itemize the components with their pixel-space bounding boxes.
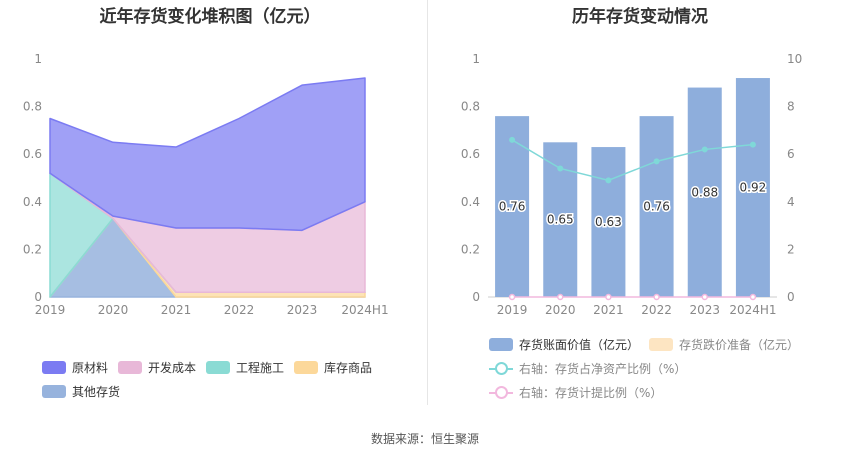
left-stacked-area-chart: 0 0.2 0.4 0.6 0.8 1 2019 2020 2021 2022 2023 2024H1 bbox=[23, 52, 389, 317]
left-chart-title: 近年存货变化堆积图（亿元） bbox=[99, 7, 321, 27]
x-tick-label: 2019 bbox=[497, 303, 528, 317]
legend-label-raw: 原材料 bbox=[72, 361, 109, 375]
point-ratio bbox=[557, 165, 564, 172]
bar bbox=[639, 116, 674, 298]
x-tick-label: 2024H1 bbox=[729, 303, 776, 317]
bar-value-label: 0.63 bbox=[595, 215, 622, 229]
legend-item-ratio[interactable]: 右轴：存货占净资产比例（%） bbox=[489, 360, 686, 377]
y-tick-label: 0.6 bbox=[23, 147, 42, 161]
bar-value-label: 0.65 bbox=[547, 213, 574, 227]
y-tick-label: 0.8 bbox=[23, 100, 42, 114]
y-tick-label: 0 bbox=[34, 290, 42, 304]
x-tick-label: 2023 bbox=[689, 303, 720, 317]
legend-label-other: 其他存货 bbox=[72, 385, 121, 399]
x-tick-label: 2021 bbox=[161, 303, 192, 317]
legend-label-construction: 工程施工 bbox=[236, 361, 285, 375]
legend-swatch-reserve bbox=[649, 338, 673, 351]
legend-swatch-other bbox=[42, 385, 66, 398]
point-ratio bbox=[749, 141, 756, 148]
legend-swatch-wip bbox=[118, 361, 142, 374]
y-tick-label: 0.2 bbox=[23, 242, 42, 256]
legend-label-provision: 右轴：存货计提比例（%） bbox=[519, 386, 663, 400]
point-provision bbox=[508, 293, 516, 301]
x-tick-label: 2022 bbox=[641, 303, 672, 317]
point-provision bbox=[557, 293, 564, 301]
data-source-note: 数据来源：恒生聚源 bbox=[370, 432, 479, 446]
legend-item-goods[interactable]: 库存商品 bbox=[294, 359, 372, 376]
bar bbox=[735, 78, 770, 297]
y-tick-label: 0.8 bbox=[461, 100, 480, 114]
point-ratio bbox=[701, 146, 708, 153]
legend-item-raw[interactable]: 原材料 bbox=[42, 359, 108, 376]
bar-value-label: 0.76 bbox=[499, 200, 526, 214]
bar-value-label: 0.92 bbox=[740, 181, 767, 195]
x-tick-label: 2019 bbox=[35, 303, 66, 317]
legend-label-wip: 开发成本 bbox=[148, 361, 197, 375]
bar-value-label: 0.88 bbox=[691, 185, 718, 199]
point-ratio bbox=[509, 136, 516, 143]
legend-swatch-book-value bbox=[489, 338, 513, 351]
legend-label-ratio: 右轴：存货占净资产比例（%） bbox=[519, 362, 687, 376]
x-tick-label: 2023 bbox=[287, 303, 318, 317]
legend-label-reserve: 存货跌价准备（亿元） bbox=[679, 338, 800, 352]
area-raw bbox=[49, 77, 366, 232]
point-provision bbox=[749, 293, 757, 301]
x-tick-label: 2024H1 bbox=[341, 303, 388, 317]
point-ratio bbox=[653, 158, 660, 165]
y2-tick-label: 4 bbox=[787, 195, 795, 209]
point-provision bbox=[653, 293, 660, 301]
y2-tick-label: 6 bbox=[787, 147, 795, 161]
y-tick-label: 0 bbox=[472, 290, 480, 304]
y-tick-label: 0.2 bbox=[461, 242, 480, 256]
right-chart-title: 历年存货变动情况 bbox=[572, 7, 708, 27]
y-tick-label: 0.6 bbox=[461, 147, 480, 161]
bar-value-label: 0.76 bbox=[643, 200, 670, 214]
y2-tick-label: 8 bbox=[787, 100, 795, 114]
legend-item-book-value[interactable]: 存货账面价值（亿元） bbox=[489, 336, 639, 353]
legend-label-goods: 库存商品 bbox=[324, 361, 373, 375]
legend-swatch-construction bbox=[206, 361, 230, 374]
bar bbox=[591, 147, 626, 297]
x-tick-label: 2022 bbox=[224, 303, 255, 317]
point-provision bbox=[605, 293, 612, 301]
x-tick-label: 2020 bbox=[98, 303, 129, 317]
x-tick-label: 2021 bbox=[593, 303, 624, 317]
y2-tick-label: 2 bbox=[787, 242, 795, 256]
y-tick-label: 0.4 bbox=[461, 195, 480, 209]
y-tick-label: 0.4 bbox=[23, 195, 42, 209]
legend-label-book-value: 存货账面价值（亿元） bbox=[519, 338, 640, 352]
point-ratio bbox=[605, 177, 612, 184]
y2-tick-label: 0 bbox=[787, 290, 795, 304]
y-tick-label: 1 bbox=[472, 52, 480, 66]
panel-divider bbox=[427, 0, 428, 405]
legend-item-other[interactable]: 其他存货 bbox=[42, 383, 120, 400]
y2-tick-label: 10 bbox=[787, 52, 802, 66]
legend-item-construction[interactable]: 工程施工 bbox=[206, 359, 284, 376]
line-ratio bbox=[511, 139, 753, 182]
x-tick-label: 2020 bbox=[545, 303, 576, 317]
legend-marker-provision bbox=[489, 386, 513, 399]
point-provision bbox=[701, 293, 708, 301]
legend-item-provision[interactable]: 右轴：存货计提比例（%） bbox=[489, 384, 662, 401]
legend-swatch-raw bbox=[42, 361, 66, 374]
bar bbox=[687, 87, 722, 297]
legend-item-wip[interactable]: 开发成本 bbox=[118, 359, 196, 376]
y-tick-label: 1 bbox=[34, 52, 42, 66]
legend-item-reserve[interactable]: 存货跌价准备（亿元） bbox=[649, 336, 799, 353]
legend-marker-ratio bbox=[489, 362, 513, 375]
legend-swatch-goods bbox=[294, 361, 318, 374]
